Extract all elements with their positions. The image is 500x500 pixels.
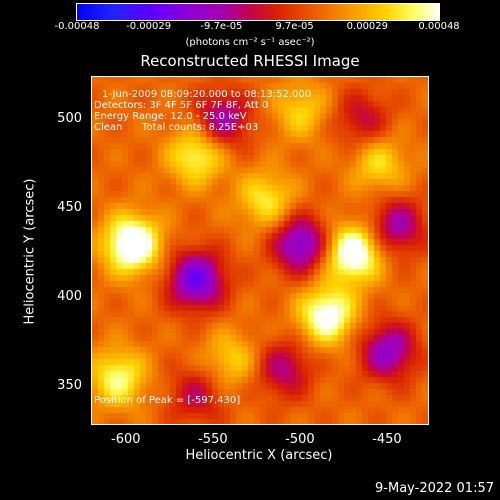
y-tick-label: 450: [57, 199, 82, 215]
y-axis-label: Heliocentric Y (arcsec): [22, 178, 38, 325]
y-tick-label: 350: [57, 377, 82, 393]
x-tick-label: -600: [111, 432, 141, 447]
x-tick-label: -500: [285, 432, 315, 447]
y-tick-label: 500: [57, 110, 82, 126]
heatmap-canvas: [92, 77, 428, 424]
timestamp: 9-May-2022 01:57: [375, 481, 494, 496]
heatmap-plot-area: 1-Jun-2009 08:09:20.000 to 08:13:52.000 …: [91, 76, 429, 425]
x-tick-label: -550: [198, 432, 228, 447]
colorbar-tick-label: 0.00048: [418, 21, 460, 32]
colorbar-tick-label: 0.00029: [346, 21, 389, 32]
y-tick-label: 400: [57, 288, 82, 304]
x-tick-label: -450: [372, 432, 402, 447]
colorbar-tick-label: 9.7e-05: [275, 21, 314, 32]
colorbar-tick-label: -0.00048: [54, 21, 100, 32]
x-axis-label: Heliocentric X (arcsec): [185, 448, 333, 463]
colorbar-units-label: (photons cm⁻² s⁻¹ asec⁻²): [185, 37, 315, 48]
colorbar-tick-label: -9.7e-05: [200, 21, 243, 32]
colorbar: [76, 3, 440, 21]
colorbar-tick-label: -0.00029: [126, 21, 172, 32]
annotation-time-range: 1-Jun-2009 08:09:20.000 to 08:13:52.000: [102, 89, 312, 100]
annotation-method: Clean: [94, 122, 123, 133]
annotation-total-counts: Total counts: 8.25E+03: [142, 122, 259, 133]
annotation-peak-position: Position of Peak = [-597,430]: [94, 395, 241, 406]
annotation-detectors: Detectors: 3F 4F 5F 6F 7F 8F, Att 0: [94, 100, 269, 111]
chart-title: Reconstructed RHESSI Image: [140, 52, 360, 70]
annotation-energy-range: Energy Range: 12.0 - 25.0 keV: [94, 111, 247, 122]
